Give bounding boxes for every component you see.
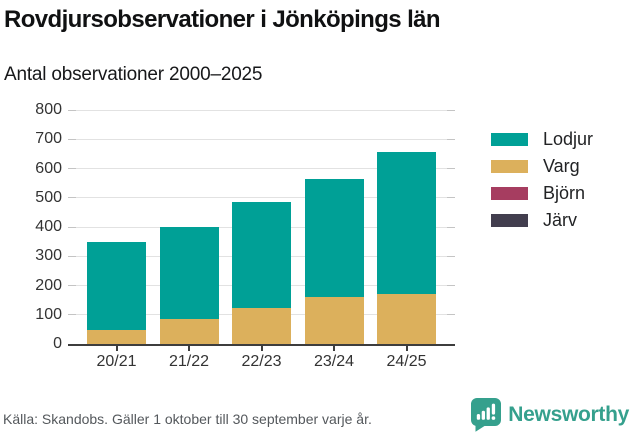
legend-item-lodjur: Lodjur [491, 129, 594, 149]
bar-stack-21-22 [159, 110, 219, 344]
gridline [68, 168, 455, 169]
bar-segment-lodjur-21-22 [159, 227, 219, 319]
legend-label: Varg [543, 156, 580, 176]
y-axis-tick-label: 300 [35, 247, 62, 265]
bar-segment-lodjur-22-23 [232, 202, 291, 309]
y-axis-tick-label: 600 [35, 159, 62, 177]
y-axis-tick-label: 500 [35, 188, 62, 206]
x-axis-tick [260, 346, 263, 351]
legend-swatch-björn [491, 187, 528, 200]
y-axis-tick-label: 0 [53, 335, 62, 352]
bar-segment-varg-22-23 [232, 308, 291, 344]
y-axis-tick-label: 700 [35, 130, 62, 148]
gridline [68, 138, 455, 140]
bar-segment-lodjur-23-24 [304, 179, 364, 297]
legend-label: Lodjur [543, 129, 594, 149]
chart-title: Rovdjursobservationer i Jönköpings län [4, 6, 441, 33]
chart-legend: Lodjur Varg Björn Järv [491, 129, 594, 230]
x-axis-tick-label: 24/25 [386, 353, 427, 370]
legend-item-järv: Järv [491, 210, 593, 230]
bar-stack-22-23 [232, 110, 291, 344]
legend-item-björn: Björn [491, 183, 593, 203]
legend-swatch-järv [491, 214, 528, 227]
chart-subtitle: Antal observationer 2000–2025 [4, 64, 263, 85]
bar-stack-24-25 [377, 110, 436, 344]
y-axis-tick-label: 200 [35, 276, 62, 294]
bar-stack-20-21 [87, 110, 146, 344]
newsworthy-logo[interactable]: Newsworthy [471, 398, 629, 432]
x-axis-tick [188, 346, 190, 351]
x-axis-tick [405, 346, 408, 351]
y-axis-tick-label: 400 [35, 218, 62, 235]
y-axis-tick-label: 100 [35, 305, 62, 323]
x-axis-tick-label: 20/21 [96, 353, 137, 370]
legend-swatch-varg [491, 160, 528, 173]
legend-item-varg: Varg [491, 156, 593, 176]
bar-segment-varg-21-22 [159, 318, 219, 344]
x-axis-tick [333, 346, 335, 351]
y-axis-tick-label: 800 [35, 101, 62, 118]
bar-stack-23-24 [304, 110, 364, 344]
legend-label: Järv [543, 210, 578, 230]
x-axis-line [68, 344, 455, 346]
x-axis-tick-label: 22/23 [241, 353, 282, 370]
legend-swatch-lodjur [491, 133, 528, 146]
bar-segment-varg-24-25 [377, 294, 436, 344]
bar-segment-lodjur-24-25 [377, 152, 436, 295]
bar-segment-varg-23-24 [304, 296, 364, 344]
source-note: Källa: Skandobs. Gäller 1 oktober till 3… [3, 411, 372, 427]
newsworthy-wordmark: Newsworthy [508, 403, 629, 426]
plot-area [68, 109, 455, 344]
gridline [68, 197, 455, 199]
x-axis-tick-label: 23/24 [313, 353, 355, 370]
bar-segment-lodjur-20-21 [87, 241, 146, 330]
legend-label: Björn [543, 183, 586, 203]
x-axis-tick [115, 346, 118, 351]
gridline [68, 109, 455, 111]
x-axis-tick-label: 21/22 [168, 353, 210, 370]
newsworthy-badge-icon [471, 398, 502, 432]
bar-segment-varg-20-21 [87, 329, 146, 344]
